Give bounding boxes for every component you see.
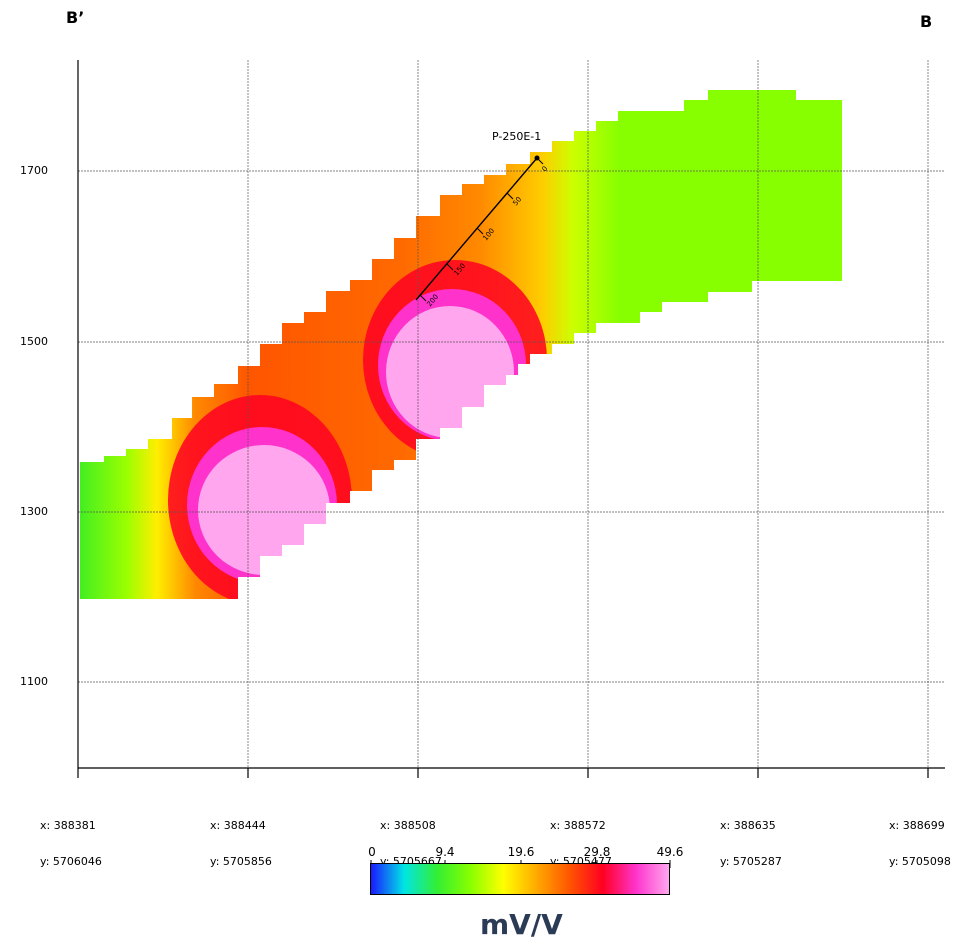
- coordinate-label: x: 388381 y: 5706046: [40, 796, 102, 880]
- colorbar-tick: 19.6: [507, 845, 535, 859]
- easting-label: x: 388572: [550, 819, 606, 832]
- profile-tick-0: 0: [540, 165, 549, 174]
- coordinate-label: x: 388635 y: 5705287: [720, 796, 782, 880]
- easting-label: x: 388444: [210, 819, 266, 832]
- northing-label: y: 5705287: [720, 855, 782, 868]
- coordinate-label: x: 388444 y: 5705856: [210, 796, 272, 880]
- section-left-label: B’: [66, 8, 85, 27]
- colorbar-tick: 9.4: [435, 845, 455, 859]
- elevation-label: 1100: [20, 675, 48, 688]
- northing-label: y: 5705856: [210, 855, 272, 868]
- easting-label: x: 388635: [720, 819, 776, 832]
- elevation-label: 1300: [20, 505, 48, 518]
- section-right-label: B: [920, 12, 933, 31]
- profile-label: P-250E-1: [492, 130, 541, 143]
- northing-label: y: 5706046: [40, 855, 102, 868]
- colorbar-tick: 49.6: [656, 845, 684, 859]
- colorbar-tick: 29.8: [583, 845, 611, 859]
- axes: [77, 60, 945, 778]
- units-label: mV/V: [480, 908, 563, 941]
- grid: [78, 60, 945, 768]
- profile-tick-50: 50: [511, 195, 523, 207]
- elevation-label: 1500: [20, 335, 48, 348]
- colorbar: [370, 863, 670, 895]
- coordinate-label: x: 388699 y: 5705098: [889, 796, 951, 880]
- elevation-label: 1700: [20, 164, 48, 177]
- easting-label: x: 388381: [40, 819, 96, 832]
- northing-label: y: 5705098: [889, 855, 951, 868]
- easting-label: x: 388508: [380, 819, 436, 832]
- colorbar-tick: 0: [368, 845, 376, 859]
- easting-label: x: 388699: [889, 819, 945, 832]
